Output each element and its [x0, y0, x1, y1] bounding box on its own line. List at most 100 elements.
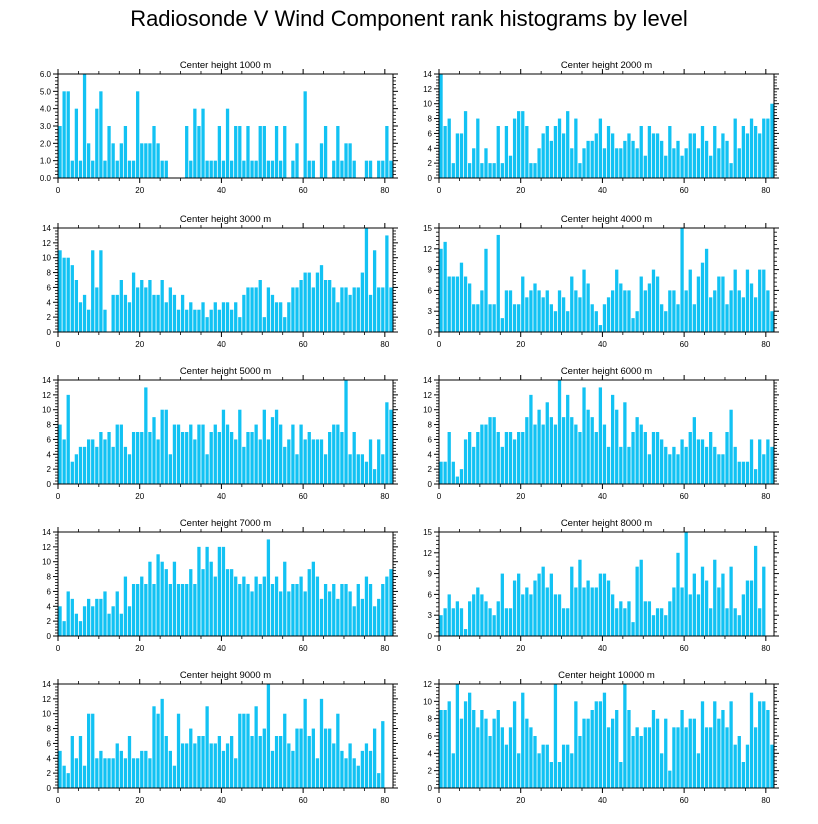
bar: [688, 594, 692, 636]
bar: [508, 727, 513, 788]
bar: [246, 126, 250, 178]
bar: [209, 432, 213, 484]
bar: [721, 276, 725, 332]
bar: [287, 439, 291, 484]
y-tick-label: 4: [47, 298, 52, 307]
bar: [262, 317, 266, 332]
y-tick-label: 3: [428, 307, 433, 316]
bar: [627, 601, 631, 636]
bar: [672, 446, 676, 484]
bar: [180, 294, 185, 332]
bar: [529, 290, 533, 332]
bar: [664, 718, 668, 788]
bar: [360, 750, 365, 788]
bar: [570, 148, 574, 178]
x-tick-label: 0: [56, 340, 61, 349]
bar: [545, 587, 549, 636]
bar: [672, 587, 676, 636]
bar: [496, 601, 500, 636]
bar: [537, 753, 541, 788]
x-tick-label: 40: [217, 644, 226, 653]
bar: [594, 311, 598, 332]
bar: [91, 606, 95, 636]
bar: [103, 439, 107, 484]
bar: [500, 573, 504, 636]
bar: [455, 133, 460, 178]
bar: [447, 594, 451, 636]
bar: [713, 446, 717, 484]
y-tick-label: 10: [423, 100, 432, 109]
bar: [189, 424, 193, 484]
bar: [721, 133, 725, 178]
bar: [360, 272, 365, 332]
y-tick-label: 8: [47, 573, 52, 582]
y-tick-label: 0: [428, 480, 433, 489]
bar: [676, 727, 680, 788]
bar: [525, 297, 529, 332]
bar: [160, 561, 164, 636]
panel-title: Center height 5000 m: [180, 366, 271, 377]
bar: [651, 710, 656, 788]
bar: [123, 576, 128, 636]
bar: [164, 409, 168, 484]
bar: [356, 454, 360, 484]
y-tick-label: 10: [423, 697, 432, 706]
bar: [381, 160, 385, 178]
x-tick-label: 60: [680, 796, 689, 805]
y-tick-label: 6.0: [40, 70, 52, 79]
y-tick-label: 0: [428, 784, 433, 793]
bar: [372, 728, 377, 788]
bar: [356, 765, 360, 788]
bar: [753, 545, 758, 636]
panel-1: Center height 1000 m 0.0 1.0 2.0 3.0 4.0 5.0 6.…: [40, 60, 398, 195]
bar: [553, 424, 558, 484]
bar: [729, 566, 733, 636]
bar: [619, 762, 623, 788]
bar: [225, 424, 230, 484]
bar: [66, 591, 70, 636]
bar: [476, 304, 480, 332]
bar: [234, 576, 238, 636]
bar: [512, 304, 517, 332]
bar: [254, 576, 258, 636]
bar: [144, 750, 148, 788]
bar: [364, 461, 369, 484]
bar: [517, 432, 521, 484]
bar: [533, 163, 537, 178]
bar: [279, 424, 283, 484]
bar: [635, 566, 639, 636]
bar: [721, 573, 725, 636]
bar: [451, 753, 455, 788]
y-tick-label: 4.0: [40, 105, 52, 114]
bar: [164, 302, 168, 332]
bar: [336, 713, 340, 788]
bar: [704, 446, 709, 484]
bar: [87, 439, 91, 484]
bar: [164, 569, 168, 636]
bar: [586, 283, 590, 332]
bar: [209, 309, 213, 332]
y-tick-label: 8: [428, 115, 433, 124]
bar: [189, 302, 193, 332]
bar: [745, 580, 750, 636]
bar: [537, 290, 541, 332]
bar: [688, 432, 692, 484]
y-tick-label: 15: [423, 224, 432, 233]
bar: [332, 160, 336, 178]
bar: [500, 163, 504, 178]
bar: [303, 439, 307, 484]
bar: [557, 118, 562, 178]
bar: [180, 432, 185, 484]
bar: [82, 294, 87, 332]
bar: [549, 573, 553, 636]
bar: [266, 684, 271, 788]
panel-6: Center height 6000 m 0 2 4 6 8 10 12 14 0 20 40 60 80: [423, 366, 779, 501]
bar: [229, 432, 234, 484]
bar: [336, 598, 340, 636]
bar: [323, 126, 328, 178]
y-tick-label: 2: [47, 465, 52, 474]
bar: [492, 718, 496, 788]
bar: [680, 155, 684, 178]
bar: [561, 744, 566, 788]
bar: [619, 283, 623, 332]
